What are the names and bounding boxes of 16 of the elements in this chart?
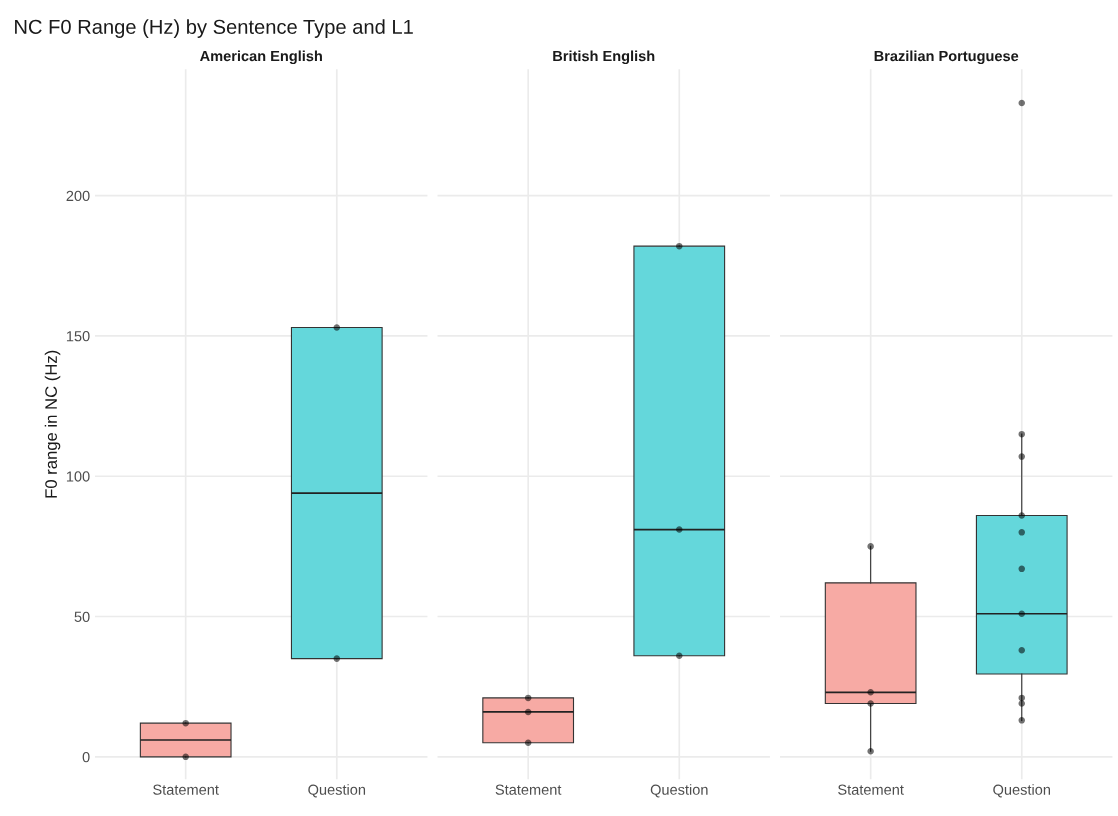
chart-title: NC F0 Range (Hz) by Sentence Type and L1 — [15, 19, 413, 38]
y-axis-title: F0 range in NC (Hz) — [44, 350, 61, 498]
x-tick-label: Question — [308, 784, 366, 798]
y-tick-label: 100 — [66, 471, 90, 482]
chart-subtitle: American English — [200, 50, 322, 65]
x-tick-label: Statement — [153, 784, 219, 795]
chart-subtitle: Brazilian Portuguese — [874, 50, 1019, 65]
y-tick-label: 200 — [66, 190, 90, 202]
y-tick-label: 0 — [82, 751, 90, 763]
chart-subtitle: British English — [553, 50, 655, 65]
x-tick-label: Statement — [495, 784, 562, 795]
y-tick-label: 50 — [74, 611, 90, 622]
x-tick-label: Statement — [838, 784, 904, 795]
x-tick-label: Question — [993, 784, 1050, 798]
x-tick-label: Question — [650, 784, 708, 798]
y-tick-label: 150 — [66, 331, 90, 342]
